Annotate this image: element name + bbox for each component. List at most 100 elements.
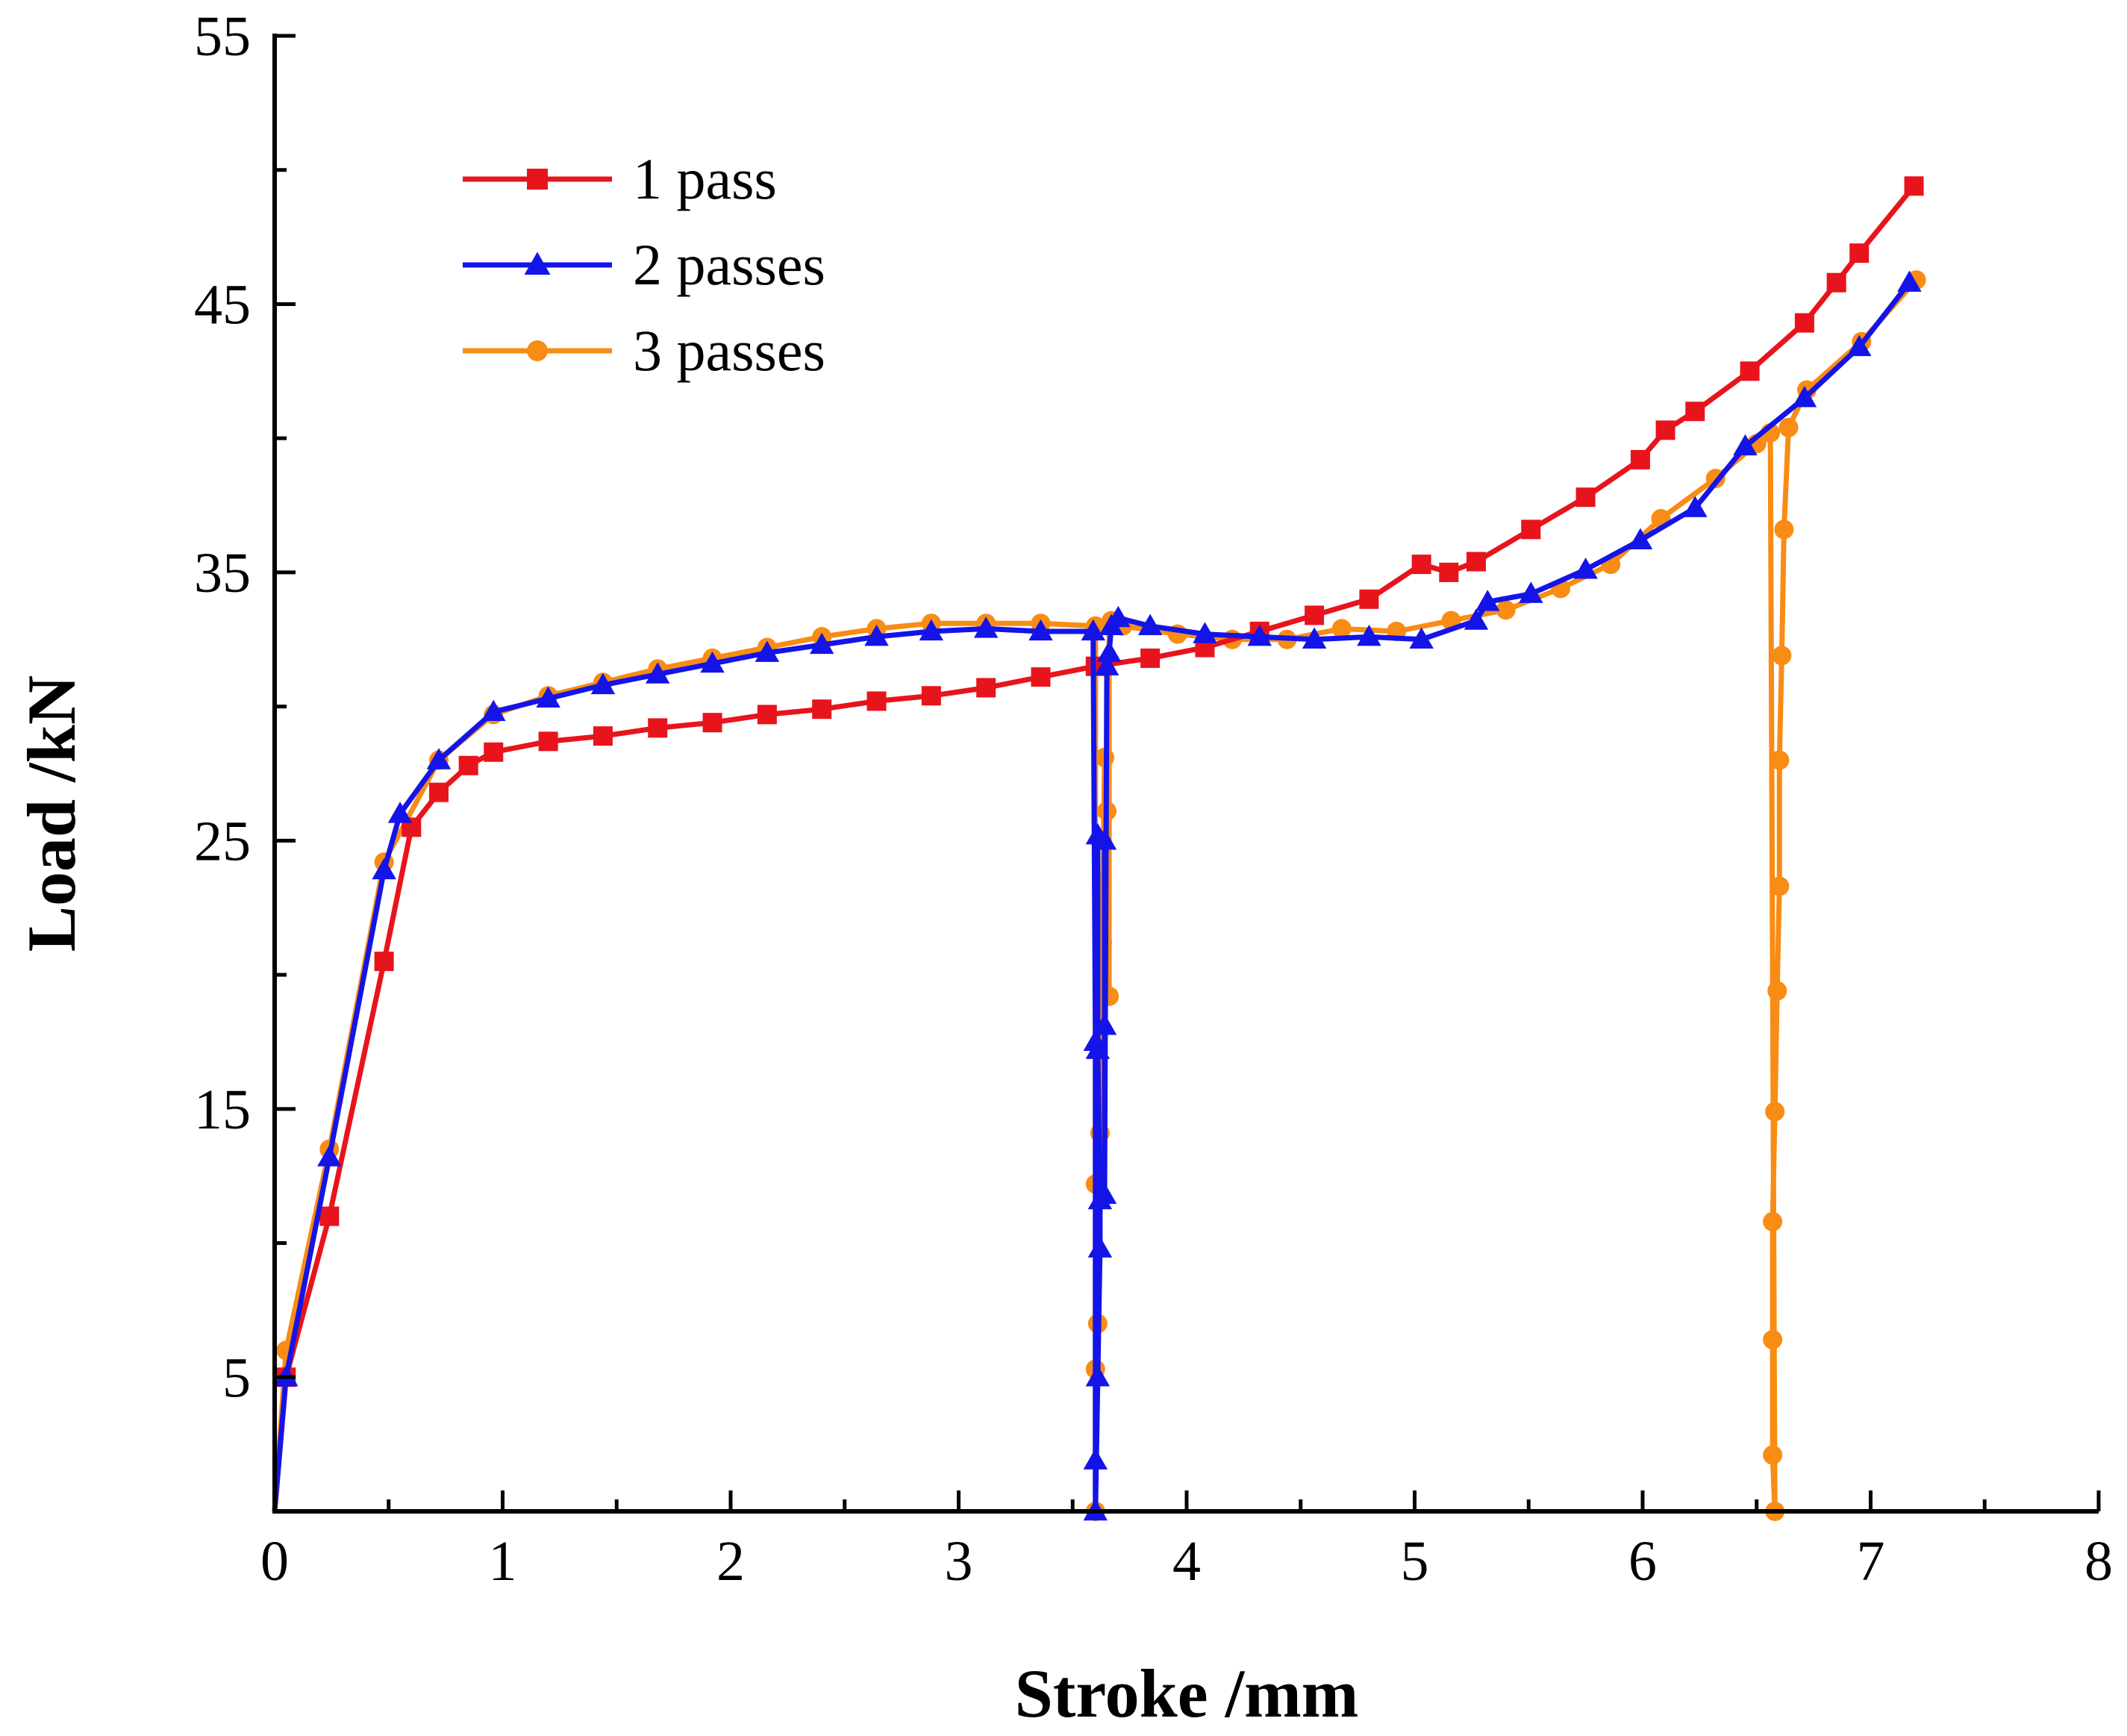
data-point xyxy=(1521,519,1541,540)
data-point xyxy=(1770,750,1790,770)
data-point xyxy=(374,952,394,972)
data-point xyxy=(1792,386,1817,408)
data-point xyxy=(866,691,887,711)
y-tick-label: 35 xyxy=(194,542,251,605)
data-point xyxy=(481,699,506,722)
data-point xyxy=(536,686,560,708)
data-point xyxy=(1767,981,1787,1001)
data-point xyxy=(1085,1037,1111,1059)
legend-item: 3 passes xyxy=(463,318,825,383)
x-tick-label: 3 xyxy=(945,1530,973,1593)
data-point xyxy=(1464,608,1489,630)
legend-label: 1 pass xyxy=(633,146,777,211)
y-tick-label: 25 xyxy=(194,810,251,872)
x-tick-label: 0 xyxy=(260,1530,289,1593)
legend-marker xyxy=(524,252,551,275)
data-point xyxy=(1683,496,1708,517)
x-tick-label: 4 xyxy=(1172,1530,1201,1593)
data-point xyxy=(812,699,832,719)
y-axis-title: Load /kN xyxy=(13,675,90,952)
data-point xyxy=(1466,552,1486,572)
data-point xyxy=(593,726,613,746)
data-point xyxy=(1763,1211,1783,1231)
data-point xyxy=(1740,361,1760,381)
data-point xyxy=(1655,420,1675,440)
data-point xyxy=(700,651,725,673)
data-point xyxy=(1081,619,1105,641)
data-point xyxy=(1496,600,1516,620)
data-point xyxy=(372,858,396,880)
data-point xyxy=(484,742,504,762)
data-point xyxy=(921,686,941,706)
legend-label: 2 passes xyxy=(633,232,825,297)
data-point xyxy=(1763,1329,1783,1349)
y-tick-label: 15 xyxy=(194,1078,251,1141)
data-point xyxy=(864,624,889,646)
x-tick-label: 6 xyxy=(1628,1530,1657,1593)
data-point xyxy=(1247,624,1272,646)
data-point xyxy=(538,731,558,752)
data-point xyxy=(645,662,670,684)
x-tick-label: 5 xyxy=(1401,1530,1429,1593)
data-point xyxy=(1519,581,1543,603)
data-point xyxy=(1031,667,1051,687)
data-point xyxy=(1733,434,1758,456)
data-point xyxy=(1092,828,1117,850)
data-point xyxy=(1774,519,1794,540)
data-point xyxy=(1763,1445,1783,1465)
data-point xyxy=(1085,1365,1111,1387)
data-point xyxy=(1305,605,1325,625)
data-point xyxy=(1193,622,1217,643)
data-point xyxy=(1409,627,1434,649)
legend-item: 1 pass xyxy=(463,146,777,211)
data-point xyxy=(1302,627,1327,649)
data-point xyxy=(1094,654,1119,675)
y-tick-label: 55 xyxy=(194,5,251,68)
data-point xyxy=(757,705,777,725)
x-tick-label: 1 xyxy=(489,1530,517,1593)
data-point xyxy=(1411,555,1431,575)
legend: 1 pass 2 passes 3 passes xyxy=(463,146,825,383)
data-point xyxy=(1439,562,1459,582)
data-point xyxy=(648,718,668,738)
data-point xyxy=(428,782,449,802)
y-tick-label: 45 xyxy=(194,273,251,336)
data-point xyxy=(1083,1448,1108,1470)
data-point xyxy=(919,619,944,641)
data-point xyxy=(973,616,999,638)
series-layer xyxy=(272,176,1926,1521)
data-point xyxy=(1897,270,1922,292)
x-tick-label: 7 xyxy=(1857,1530,1885,1593)
axes xyxy=(272,34,2099,1514)
tick-marks xyxy=(272,34,2101,1514)
data-point xyxy=(426,748,452,769)
data-point xyxy=(1331,619,1352,639)
data-point xyxy=(1630,449,1650,469)
data-point xyxy=(702,713,722,733)
data-point xyxy=(1096,640,1122,662)
data-point xyxy=(1765,1102,1785,1122)
legend-label: 3 passes xyxy=(633,318,825,383)
series-1-pass xyxy=(272,176,1924,1512)
data-point xyxy=(1106,605,1131,628)
legend-item: 2 passes xyxy=(463,232,825,297)
data-point xyxy=(1846,334,1872,357)
data-point xyxy=(1573,558,1598,579)
data-point xyxy=(1359,589,1379,609)
legend-marker xyxy=(527,340,548,361)
legend-marker xyxy=(527,169,548,190)
data-point xyxy=(1028,619,1053,641)
data-point xyxy=(458,755,478,775)
y-tick-label: 5 xyxy=(222,1346,251,1409)
x-axis-title: Stroke /mm xyxy=(1015,1655,1359,1732)
data-point xyxy=(1137,613,1163,635)
data-point xyxy=(1575,487,1596,508)
data-point xyxy=(1904,176,1924,196)
data-point xyxy=(387,802,413,823)
data-point xyxy=(1778,417,1799,437)
data-point xyxy=(976,678,996,698)
data-point xyxy=(1770,876,1790,896)
data-point xyxy=(1475,590,1500,611)
